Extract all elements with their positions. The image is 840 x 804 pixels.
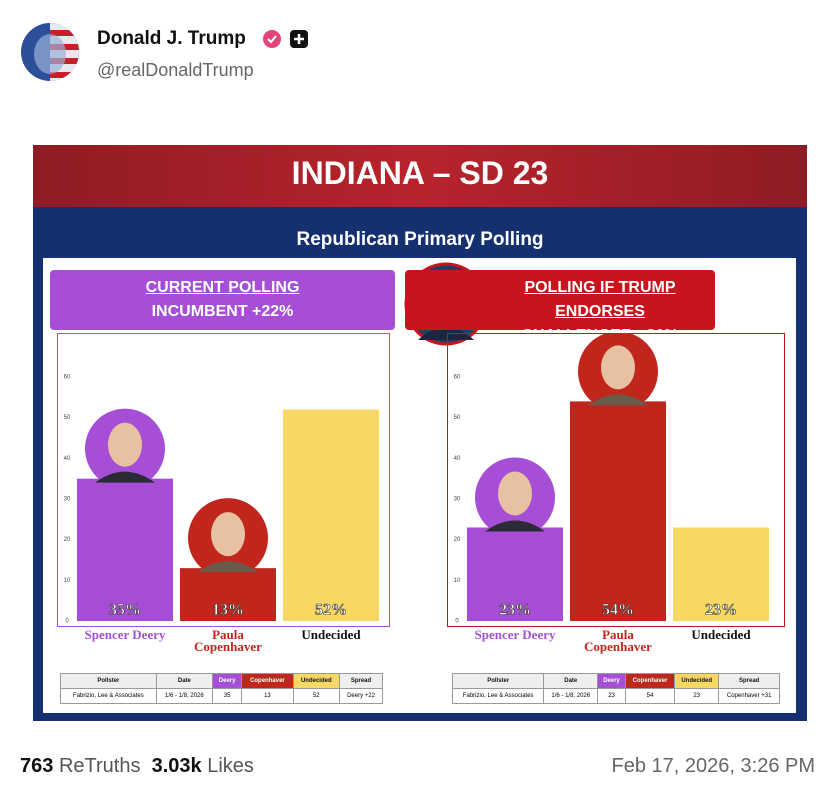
table-header-cell: Copenhaver <box>241 673 294 689</box>
retruths-count: 763 <box>20 755 54 777</box>
panel-title: CURRENT POLLING <box>145 279 300 296</box>
y-tick-label: 40 <box>64 456 71 462</box>
table-cell: 54 <box>624 688 676 704</box>
bar-chart: 0 10 20 30 40 50 60 35% 13% 52% <box>57 333 390 627</box>
retruths-label[interactable]: ReTruths <box>58 755 141 777</box>
panel-header: CURRENT POLLING INCUMBENT +22% <box>50 270 395 330</box>
table-header-cell: Undecided <box>674 673 720 689</box>
y-tick-label: 60 <box>454 375 461 381</box>
category-label: Spencer Deery <box>84 627 166 642</box>
category-label: Undecided <box>691 627 751 642</box>
table-header-cell: Deery <box>212 673 243 689</box>
value-label: 54% <box>602 602 634 619</box>
table-header-cell: Pollster <box>451 673 545 689</box>
table-header-cell: Copenhaver <box>624 673 676 689</box>
bar-chart: 0 10 20 30 40 50 60 23% 54% 23% <box>447 333 785 627</box>
value-label: 23% <box>499 602 531 619</box>
likes-count: 3.03k <box>151 755 202 777</box>
panel-header: POLLING IF TRUMP ENDORSES CHALLENGER +31% <box>405 270 715 344</box>
category-label: Paula Copenhaver <box>584 627 652 654</box>
y-tick-label: 50 <box>454 415 461 421</box>
candidate-face <box>211 512 245 557</box>
bar <box>77 478 173 621</box>
bar <box>673 527 769 621</box>
y-tick-label: 30 <box>64 497 71 503</box>
image-subtitle: Republican Primary Polling <box>296 229 544 250</box>
timestamp: Feb 17, 2026, 3:26 PM <box>611 755 815 777</box>
value-label: 35% <box>109 602 141 619</box>
table-header-cell: Deery <box>597 673 626 689</box>
panel-subtitle: INCUMBENT +22% <box>151 303 294 320</box>
y-tick-label: 0 <box>455 619 459 625</box>
table-cell: 1/6 - 1/8, 2026 <box>543 688 599 704</box>
image-title: INDIANA – SD 23 <box>291 155 549 191</box>
table-cell: Deery +22 <box>339 688 383 704</box>
bar <box>570 401 666 621</box>
category-label: Paula Copenhaver <box>194 627 262 654</box>
poll-table: Pollster Date Deery Copenhaver Undecided Spre… <box>451 673 780 704</box>
bar <box>283 409 379 621</box>
table-cell: Fabrizio, Lee & Associates <box>451 688 545 704</box>
panel-title: POLLING IF TRUMP ENDORSES <box>524 279 676 320</box>
y-tick-label: 20 <box>454 537 461 543</box>
value-label: 23% <box>705 602 737 619</box>
candidate-shirt <box>485 520 545 532</box>
table-header-cell: Pollster <box>60 673 157 689</box>
y-tick-label: 20 <box>64 537 71 543</box>
avatar[interactable] <box>20 22 80 82</box>
bar <box>467 527 563 621</box>
candidate-face <box>498 471 532 516</box>
value-label: 52% <box>315 602 347 619</box>
table-row: Fabrizio, Lee & Associates 1/6 - 1/8, 202… <box>451 688 780 704</box>
candidate-face <box>108 422 142 467</box>
table-header-cell: Date <box>155 673 214 689</box>
table-cell: Fabrizio, Lee & Associates <box>60 688 157 704</box>
candidate-shirt <box>588 394 648 406</box>
candidate-shirt <box>95 471 155 483</box>
table-header-cell: Spread <box>339 673 383 689</box>
image-banner <box>33 145 807 207</box>
table-cell: 1/6 - 1/8, 2026 <box>155 688 214 704</box>
table-cell: 13 <box>241 688 294 704</box>
table-cell: 23 <box>674 688 720 704</box>
table-cell: 52 <box>292 688 341 704</box>
badges <box>263 30 308 48</box>
table-header-cell: Undecided <box>292 673 341 689</box>
chart-frame <box>57 333 390 627</box>
y-tick-label: 0 <box>65 619 69 625</box>
table-row: Fabrizio, Lee & Associates 1/6 - 1/8, 202… <box>60 688 383 704</box>
category-label: Undecided <box>301 627 361 642</box>
table-header-cell: Spread <box>718 673 780 689</box>
table-header-row: Pollster Date Deery Copenhaver Undecided Spre… <box>60 673 383 689</box>
y-tick-label: 10 <box>454 578 461 584</box>
stats: 763 ReTruths 3.03k Likes <box>20 755 254 778</box>
value-label: 13% <box>212 602 244 619</box>
table-cell: Copenhaver +31 <box>718 688 780 704</box>
author-name[interactable]: Donald J. Trump <box>97 28 246 49</box>
author-handle[interactable]: @realDonaldTrump <box>97 60 254 80</box>
candidate-shirt <box>198 561 258 573</box>
y-tick-label: 60 <box>64 375 71 381</box>
y-tick-label: 30 <box>454 497 461 503</box>
table-cell: 35 <box>212 688 243 704</box>
y-tick-label: 10 <box>64 578 71 584</box>
likes-label[interactable]: Likes <box>207 755 254 777</box>
table-header-row: Pollster Date Deery Copenhaver Undecided Spre… <box>451 673 780 689</box>
y-tick-label: 50 <box>64 415 71 421</box>
category-label: Spencer Deery <box>474 627 556 642</box>
y-tick-label: 40 <box>454 456 461 462</box>
poll-table: Pollster Date Deery Copenhaver Undecided Spre… <box>60 673 383 704</box>
candidate-face <box>601 345 635 390</box>
table-header-cell: Date <box>543 673 599 689</box>
table-cell: 23 <box>597 688 626 704</box>
